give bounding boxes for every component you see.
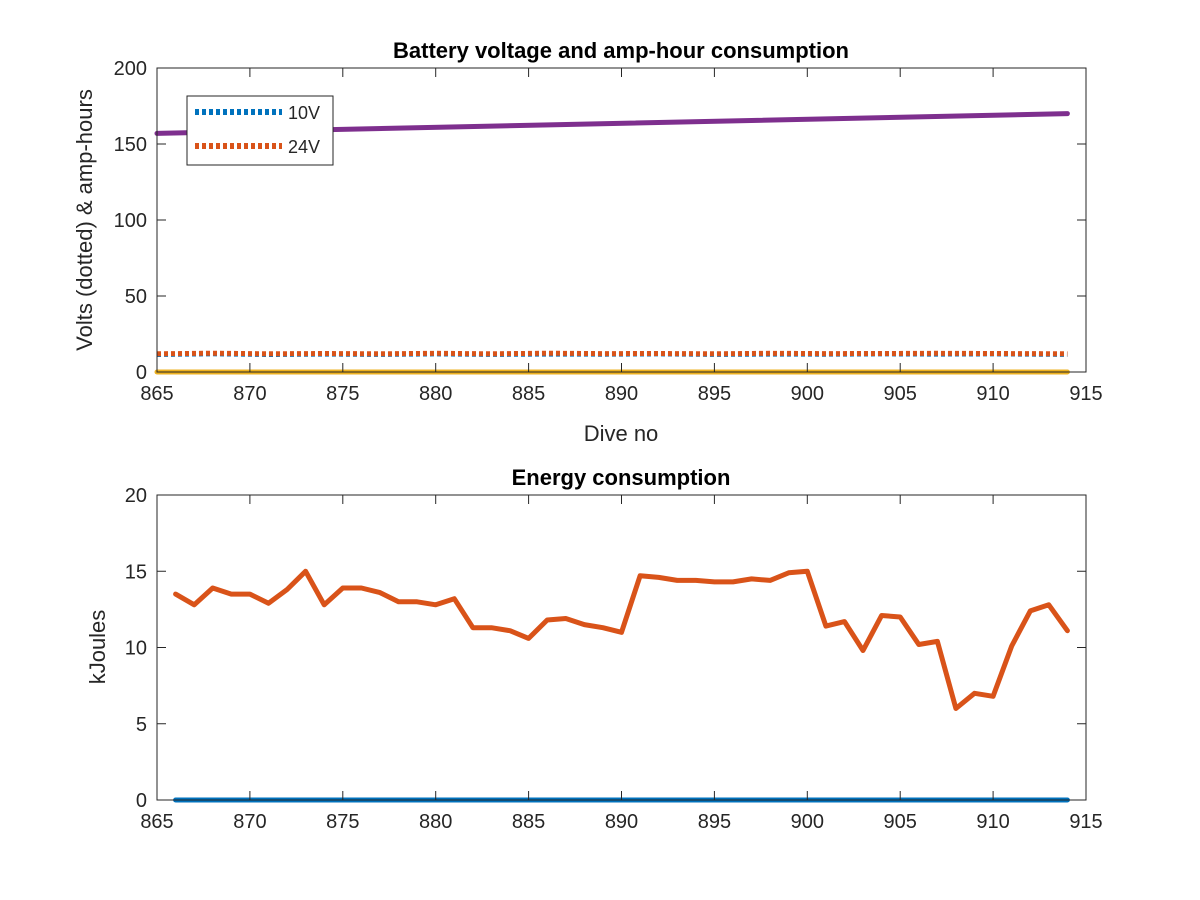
top-y-tick-label: 150 xyxy=(114,134,147,156)
top-axes: 865 870 875 880 885 890 895 900 905 910 915 0 50 100… xyxy=(72,38,1103,446)
bottom-x-tick-label: 870 xyxy=(233,811,266,833)
bottom-x-tick-label: 865 xyxy=(140,811,173,833)
bottom-axes: 865 870 875 880 885 890 895 900 905 910 915 0 5 10 15… xyxy=(85,465,1103,833)
top-x-tick-label: 880 xyxy=(419,383,452,405)
top-series-line-24v xyxy=(156,350,1068,357)
bottom-y-ticks: 0 5 10 15 20 xyxy=(125,485,1086,812)
bottom-x-tick-label: 900 xyxy=(791,811,824,833)
bottom-x-tick-label: 890 xyxy=(605,811,638,833)
top-y-ticks: 0 50 100 150 200 xyxy=(114,58,1086,384)
legend: 10V 24V xyxy=(186,95,334,166)
top-y-tick-label: 50 xyxy=(125,286,147,308)
bottom-x-tick-label: 915 xyxy=(1069,811,1102,833)
bottom-x-tick-label: 910 xyxy=(976,811,1009,833)
bottom-x-tick-label: 905 xyxy=(884,811,917,833)
bottom-x-tick-label: 895 xyxy=(698,811,731,833)
top-x-tick-label: 915 xyxy=(1069,383,1102,405)
top-x-axis-label: Dive no xyxy=(584,421,659,446)
top-x-tick-label: 870 xyxy=(233,383,266,405)
top-x-tick-label: 910 xyxy=(976,383,1009,405)
top-x-tick-label: 900 xyxy=(791,383,824,405)
top-x-tick-label: 890 xyxy=(605,383,638,405)
bottom-series-line-1 xyxy=(173,568,1070,711)
legend-box xyxy=(186,95,334,166)
top-x-tick-label: 895 xyxy=(698,383,731,405)
bottom-y-tick-label: 10 xyxy=(125,638,147,660)
top-x-tick-label: 875 xyxy=(326,383,359,405)
bottom-x-ticks: 865 870 875 880 885 890 895 900 905 910 915 xyxy=(140,495,1103,833)
top-x-tick-label: 865 xyxy=(140,383,173,405)
top-x-tick-label: 905 xyxy=(884,383,917,405)
top-x-tick-label: 885 xyxy=(512,383,545,405)
legend-label-10v: 10V xyxy=(288,103,320,123)
bottom-y-axis-label: kJoules xyxy=(85,610,110,685)
bottom-plot-area xyxy=(157,495,1086,800)
top-y-tick-label: 200 xyxy=(114,58,147,80)
bottom-x-tick-label: 885 xyxy=(512,811,545,833)
bottom-y-tick-label: 20 xyxy=(125,485,147,507)
bottom-x-tick-label: 875 xyxy=(326,811,359,833)
bottom-y-tick-label: 15 xyxy=(125,561,147,583)
legend-label-24v: 24V xyxy=(288,137,320,157)
top-y-axis-label: Volts (dotted) & amp-hours xyxy=(72,89,97,351)
top-y-tick-label: 0 xyxy=(136,362,147,384)
top-y-tick-label: 100 xyxy=(114,210,147,232)
top-chart-title: Battery voltage and amp-hour consumption xyxy=(393,38,849,63)
bottom-x-tick-label: 880 xyxy=(419,811,452,833)
bottom-chart-title: Energy consumption xyxy=(512,465,731,490)
top-x-ticks: 865 870 875 880 885 890 895 900 905 910 915 xyxy=(140,68,1103,405)
bottom-y-tick-label: 0 xyxy=(136,790,147,812)
bottom-y-tick-label: 5 xyxy=(136,714,147,736)
